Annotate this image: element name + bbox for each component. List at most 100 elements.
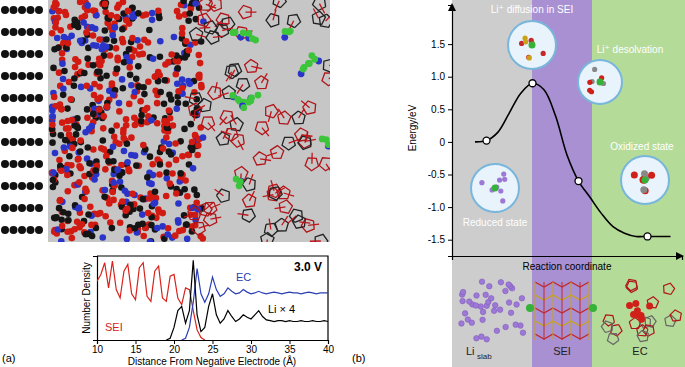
ec-molecule: [190, 27, 203, 40]
ec-carbonyl: [301, 101, 309, 108]
bubble-atom: [587, 80, 592, 85]
sei-atom: [179, 25, 186, 32]
sei-atom: [176, 13, 183, 20]
bubble-atom: [631, 171, 638, 178]
sei-atom: [124, 205, 131, 212]
sei-atom: [145, 78, 152, 85]
electrode-atom: [35, 6, 43, 14]
li-ion: [589, 304, 597, 312]
x-tick: 30: [246, 340, 258, 355]
sei-atom: [128, 82, 135, 89]
li-cluster-atom: [232, 29, 239, 36]
electrode-atom: [18, 116, 26, 124]
electrode-atom: [27, 6, 35, 14]
electrode-atom: [18, 72, 26, 80]
li-ion: [526, 304, 534, 312]
sei-atom: [90, 32, 97, 39]
sei-atom: [108, 127, 115, 134]
sei-atom: [127, 72, 134, 79]
x-axis-line: [453, 257, 683, 261]
sei-atom: [123, 17, 130, 24]
li-cluster-atom: [255, 92, 262, 99]
sei-atom: [121, 59, 128, 66]
sei-atom: [184, 193, 191, 200]
sei-atom: [84, 2, 91, 9]
annotation: Oxidized state: [610, 141, 674, 152]
sei-atom: [96, 84, 103, 91]
annotation: 3.0 V: [294, 260, 322, 274]
y-tick: 1.0: [431, 71, 452, 82]
sei-atom: [188, 121, 195, 128]
li-slab-atom: [484, 336, 490, 342]
ec-molecule: [199, 0, 212, 10]
sei-atom: [119, 26, 126, 33]
electrode-atom: [35, 204, 43, 212]
annotation: Reduced state: [463, 217, 528, 228]
sei-atom: [77, 137, 84, 144]
sei-atom: [52, 24, 59, 31]
sei-network-link: [580, 282, 581, 340]
li-cluster-atom: [311, 56, 318, 63]
sei-atom: [182, 177, 189, 184]
y-tick: 1.5: [431, 39, 452, 50]
ec-molecule: [292, 215, 305, 228]
sei-atom: [183, 221, 190, 228]
sei-atom: [90, 111, 97, 118]
sei-atom: [56, 8, 63, 15]
ec-carbonyl: [266, 153, 277, 156]
li-slab-atom: [508, 310, 514, 316]
ec-carbonyl: [199, 27, 210, 29]
li-slab-atom: [474, 335, 480, 341]
panel-label: (a): [2, 352, 15, 364]
sei-atom: [171, 34, 178, 41]
sei-atom: [157, 161, 164, 168]
sei-atom: [192, 0, 199, 7]
sei-atom: [96, 56, 103, 63]
sei-atom: [110, 143, 117, 150]
electrode-atom: [27, 94, 35, 102]
bubble-atom: [501, 171, 506, 176]
sei-atom: [117, 219, 124, 226]
sei-atom: [60, 76, 67, 83]
ec-molecule: [245, 59, 258, 72]
li-slab-atom: [520, 330, 526, 336]
sei-atom: [65, 40, 72, 47]
sei-atom: [140, 233, 147, 240]
sei-atom: [189, 139, 196, 146]
electrode-atom: [10, 94, 18, 102]
sei-atom: [100, 125, 107, 132]
state-bubble: [578, 60, 622, 104]
li-cluster-atom: [240, 30, 247, 37]
sei-atom: [132, 122, 139, 129]
sei-atom: [55, 45, 62, 52]
x-tick: 40: [323, 340, 335, 355]
sei-atom: [77, 148, 84, 155]
bubble-atom: [648, 172, 655, 179]
annotation: slab: [477, 352, 492, 361]
sei-atom: [77, 0, 84, 5]
sei-atom: [57, 101, 64, 108]
sei-atom: [181, 126, 188, 133]
bubble-li: [642, 177, 649, 184]
li-slab-atom: [494, 328, 500, 334]
sei-atom: [166, 107, 173, 114]
electrode-atom: [35, 72, 43, 80]
sei-atom: [126, 101, 133, 108]
sei-atom: [126, 46, 133, 53]
sei-atom: [119, 36, 126, 43]
series-label: Li × 4: [268, 303, 295, 315]
sei-atom: [161, 118, 168, 125]
bubble-atom: [497, 177, 502, 182]
figure-svg: 10152025303540SEIECLi × 4Distance From N…: [0, 0, 685, 367]
sei-atom: [138, 112, 145, 119]
ec-molecule: [664, 283, 675, 294]
ec-molecule: [225, 129, 238, 142]
ec-molecule: [242, 209, 255, 222]
sei-atom: [49, 107, 56, 114]
x-tick-label: 30: [246, 344, 258, 355]
ec-carbonyl: [329, 60, 330, 66]
ec-carbonyl: [238, 140, 243, 150]
sei-atom: [106, 200, 113, 207]
sei-atom: [163, 134, 170, 141]
sei-atom: [148, 222, 155, 229]
